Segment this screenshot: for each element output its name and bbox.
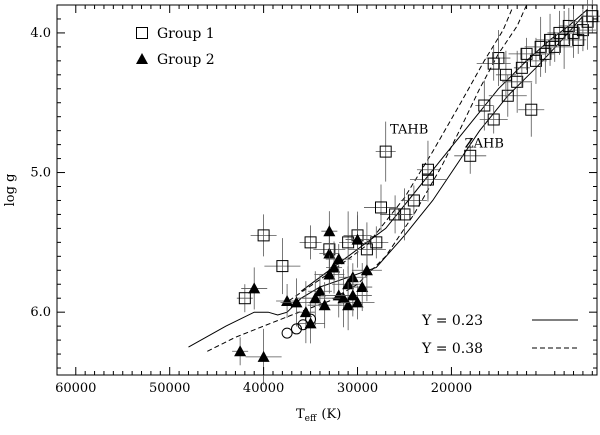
data-point-open-square	[276, 260, 289, 273]
data-point-filled-triangle	[337, 292, 350, 304]
data-point-filled-triangle	[323, 247, 336, 259]
curve-3	[282, 7, 513, 306]
data-point-open-square	[576, 24, 589, 37]
data-point-open-square	[539, 47, 552, 60]
x-tick-label: 20000	[431, 381, 472, 396]
ticks-layer: 60000 50000 40000 30000 20000 4.0 5.0 6.0	[30, 4, 597, 396]
annotation-layer: TAHB ZAHB	[390, 122, 504, 151]
x-axis-label-unit: (K)	[321, 407, 341, 422]
x-axis-label-subscript: eff	[305, 414, 317, 424]
x-tick-label: 60000	[55, 381, 96, 396]
data-point-filled-triangle	[346, 289, 359, 301]
data-point-filled-triangle	[323, 225, 336, 237]
data-point-open-square	[548, 40, 561, 53]
data-point-filled-triangle	[248, 282, 261, 294]
data-point-filled-triangle	[234, 345, 247, 357]
line-legend-label: Y = 0.38	[421, 341, 483, 357]
data-point-filled-triangle	[328, 261, 341, 273]
data-point-open-square	[567, 26, 580, 39]
curve-0	[188, 15, 584, 348]
x-tick-label: 30000	[337, 381, 378, 396]
data-point-open-square	[407, 194, 420, 207]
data-point-open-square	[379, 145, 392, 158]
data-point-open-circle	[297, 319, 309, 331]
data-point-filled-triangle	[323, 268, 336, 280]
data-point-open-square	[398, 208, 411, 221]
curves-layer	[188, 4, 588, 352]
y-tick-label: 5.0	[30, 166, 51, 181]
data-point-open-square	[487, 113, 500, 126]
legend-marker-open-square	[136, 27, 148, 39]
points-layer	[232, 0, 600, 385]
data-point-open-square	[558, 33, 571, 46]
data-point-open-square	[511, 75, 524, 88]
curve-annotation: TAHB	[390, 122, 428, 137]
data-point-filled-triangle	[318, 299, 331, 311]
data-point-open-square	[375, 201, 387, 214]
legend-marker-filled-triangle	[136, 53, 148, 64]
data-point-open-square	[572, 33, 585, 46]
data-point-open-square	[499, 68, 512, 81]
data-point-filled-triangle	[304, 317, 317, 329]
y-tick-label: 4.0	[30, 26, 51, 41]
curve-1	[300, 8, 588, 292]
data-point-filled-triangle	[332, 253, 345, 265]
data-point-open-square	[562, 19, 575, 32]
data-point-filled-triangle	[351, 233, 364, 245]
data-point-filled-triangle	[290, 296, 303, 308]
data-point-filled-triangle	[356, 281, 369, 293]
data-point-filled-triangle	[360, 264, 373, 276]
line-legend-label: Y = 0.23	[421, 313, 483, 329]
data-point-open-square	[586, 10, 599, 23]
data-point-open-square	[487, 57, 500, 70]
data-point-open-circle	[290, 323, 302, 335]
legend-label: Group 2	[157, 52, 215, 68]
data-point-open-square	[421, 163, 434, 176]
plot-frame	[56, 4, 598, 376]
data-point-filled-triangle	[351, 296, 364, 308]
data-point-filled-triangle	[313, 285, 326, 297]
y-tick-label: 6.0	[30, 305, 51, 320]
data-point-open-circle	[305, 313, 317, 325]
legend-layer: Group 1 Group 2 Y = 0.23 Y = 0.38	[136, 26, 578, 357]
data-point-open-circle	[281, 327, 293, 339]
data-point-open-square	[257, 229, 270, 242]
data-point-open-square	[501, 89, 514, 102]
data-point-open-square	[370, 236, 383, 249]
data-point-open-square	[520, 47, 533, 60]
data-point-open-square	[478, 99, 491, 112]
data-point-filled-triangle	[299, 306, 312, 318]
curve-2	[207, 4, 528, 352]
x-tick-label: 40000	[243, 381, 284, 396]
x-tick-label: 50000	[149, 381, 190, 396]
data-point-open-square	[515, 61, 528, 74]
data-point-open-square	[304, 236, 317, 249]
data-point-filled-triangle	[309, 292, 322, 304]
data-point-open-square	[238, 292, 251, 305]
data-point-open-square	[529, 54, 542, 67]
data-point-filled-triangle	[281, 295, 294, 306]
curve-annotation: ZAHB	[465, 136, 504, 151]
data-point-open-square	[464, 149, 477, 162]
y-axis-label: log g	[3, 174, 18, 207]
x-axis-label: Teff (K)	[296, 407, 341, 424]
data-point-filled-triangle	[257, 350, 270, 362]
data-point-open-square	[525, 103, 538, 116]
data-point-filled-triangle	[342, 299, 355, 311]
legend-label: Group 1	[157, 26, 215, 42]
